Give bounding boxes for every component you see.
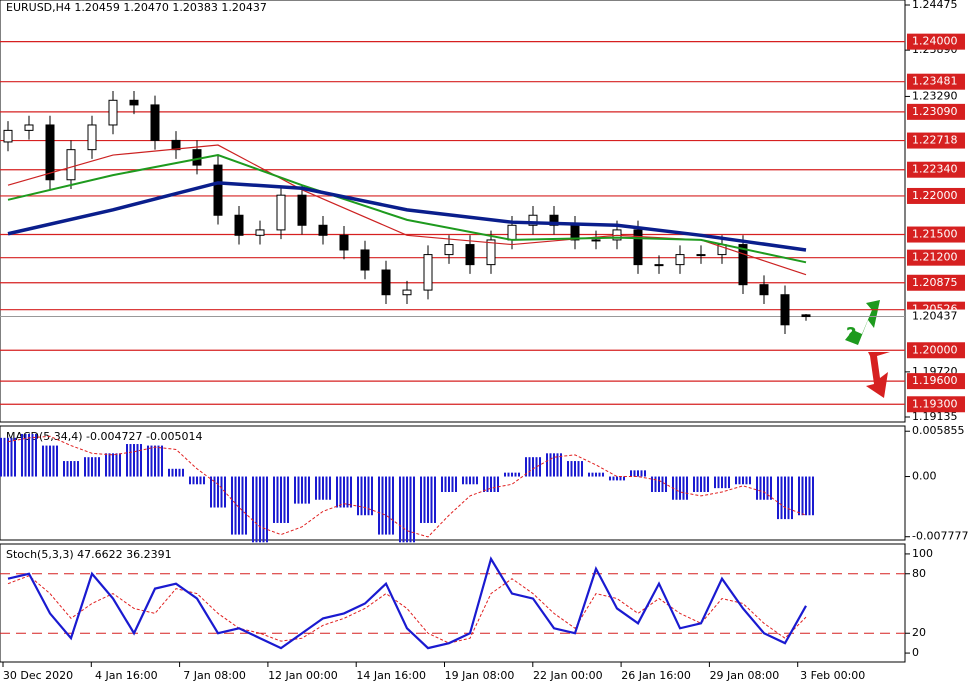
candle-body xyxy=(234,214,244,236)
candle-body xyxy=(276,194,286,231)
current-price-label: 1.20437 xyxy=(912,310,958,323)
main-panel xyxy=(0,0,906,423)
y-tick-label: 0.00 xyxy=(912,470,937,483)
level-box xyxy=(907,132,965,149)
level-box xyxy=(907,226,965,243)
level-box xyxy=(907,33,965,50)
level-box xyxy=(907,73,965,90)
candle-body xyxy=(360,249,370,271)
level-label: 1.23481 xyxy=(912,75,958,88)
y-tick-label: 100 xyxy=(912,547,933,560)
level-label: 1.21500 xyxy=(912,228,958,241)
candle-body xyxy=(87,124,97,151)
down-arrow xyxy=(866,352,890,398)
candle-body xyxy=(24,124,34,131)
candle-body xyxy=(3,129,13,143)
stoch-d xyxy=(7,575,807,644)
level-box xyxy=(907,187,965,204)
candle-body xyxy=(654,264,664,267)
candle-body xyxy=(297,194,307,226)
x-tick-label: 30 Dec 2020 xyxy=(3,669,73,682)
x-tick-label: 19 Jan 08:00 xyxy=(445,669,515,682)
y-tick-label: -0.007777 xyxy=(912,530,968,543)
candle-body xyxy=(402,289,412,296)
up-arrow xyxy=(845,300,880,345)
level-label: 1.20875 xyxy=(912,276,958,289)
current-price-box xyxy=(907,309,965,324)
candle-body xyxy=(192,149,202,166)
level-box xyxy=(907,396,965,413)
candle-body xyxy=(507,224,517,241)
level-label: 1.22000 xyxy=(912,189,958,202)
level-box xyxy=(907,161,965,178)
level-box xyxy=(907,103,965,120)
y-tick-label: 20 xyxy=(912,626,926,639)
x-tick-label: 4 Jan 16:00 xyxy=(95,669,158,682)
candle-body xyxy=(759,284,769,296)
candle-body xyxy=(108,99,118,126)
question-mark: ? xyxy=(846,324,856,345)
candle-body xyxy=(381,269,391,296)
chart-title: EURUSD,H4 1.20459 1.20470 1.20383 1.2043… xyxy=(6,1,267,14)
candle-body xyxy=(528,214,538,226)
x-tick-label: 12 Jan 00:00 xyxy=(268,669,338,682)
candle-body xyxy=(129,99,139,106)
candle-body xyxy=(549,214,559,226)
y-tick-label: 1.19135 xyxy=(912,410,958,423)
candle-body xyxy=(801,314,811,318)
candle-body xyxy=(213,164,223,216)
level-label: 1.19300 xyxy=(912,397,958,410)
level-box xyxy=(907,342,965,359)
level-box xyxy=(907,249,965,266)
candle-body xyxy=(423,254,433,291)
x-tick-label: 22 Jan 00:00 xyxy=(533,669,603,682)
y-tick-label: 80 xyxy=(912,567,926,580)
macd-panel xyxy=(0,425,906,541)
candle-body xyxy=(675,254,685,266)
macd-signal xyxy=(7,435,807,538)
y-tick-label: 1.24475 xyxy=(912,0,958,11)
stoch-k xyxy=(7,556,807,650)
level-label: 1.23090 xyxy=(912,105,958,118)
candle-body xyxy=(591,239,601,242)
x-tick-label: 3 Feb 00:00 xyxy=(800,669,865,682)
x-tick-label: 29 Jan 08:00 xyxy=(710,669,780,682)
y-tick-label: 0.005855 xyxy=(912,424,965,437)
level-label: 1.21200 xyxy=(912,251,958,264)
candle-body xyxy=(66,149,76,181)
x-tick-label: 14 Jan 16:00 xyxy=(356,669,426,682)
candle-body xyxy=(780,294,790,326)
candle-body xyxy=(633,229,643,266)
level-box xyxy=(907,373,965,390)
level-label: 1.24000 xyxy=(912,35,958,48)
candle-body xyxy=(150,104,160,141)
y-tick-label: 0 xyxy=(912,646,919,659)
y-tick-label: 1.23290 xyxy=(912,89,958,102)
level-label: 1.22340 xyxy=(912,163,958,176)
stoch-panel xyxy=(0,543,906,663)
candle-body xyxy=(45,124,55,181)
candle-body xyxy=(465,244,475,266)
candle-body xyxy=(171,139,181,151)
level-label: 1.20000 xyxy=(912,343,958,356)
x-tick-label: 26 Jan 16:00 xyxy=(621,669,691,682)
level-label: 1.22718 xyxy=(912,134,958,147)
candle-body xyxy=(486,239,496,266)
moving-average xyxy=(7,154,807,264)
x-tick-label: 7 Jan 08:00 xyxy=(183,669,246,682)
candle-body xyxy=(696,254,706,257)
macd-title: MACD(5,34,4) -0.004727 -0.005014 xyxy=(6,430,202,443)
candle-body xyxy=(318,224,328,236)
level-box xyxy=(907,274,965,291)
stoch-title: Stoch(5,3,3) 47.6622 36.2391 xyxy=(6,548,172,561)
level-label: 1.19600 xyxy=(912,374,958,387)
moving-average xyxy=(7,181,807,252)
candle-body xyxy=(339,234,349,251)
candle-body xyxy=(738,244,748,286)
candle-body xyxy=(255,229,265,236)
candle-body xyxy=(444,244,454,256)
